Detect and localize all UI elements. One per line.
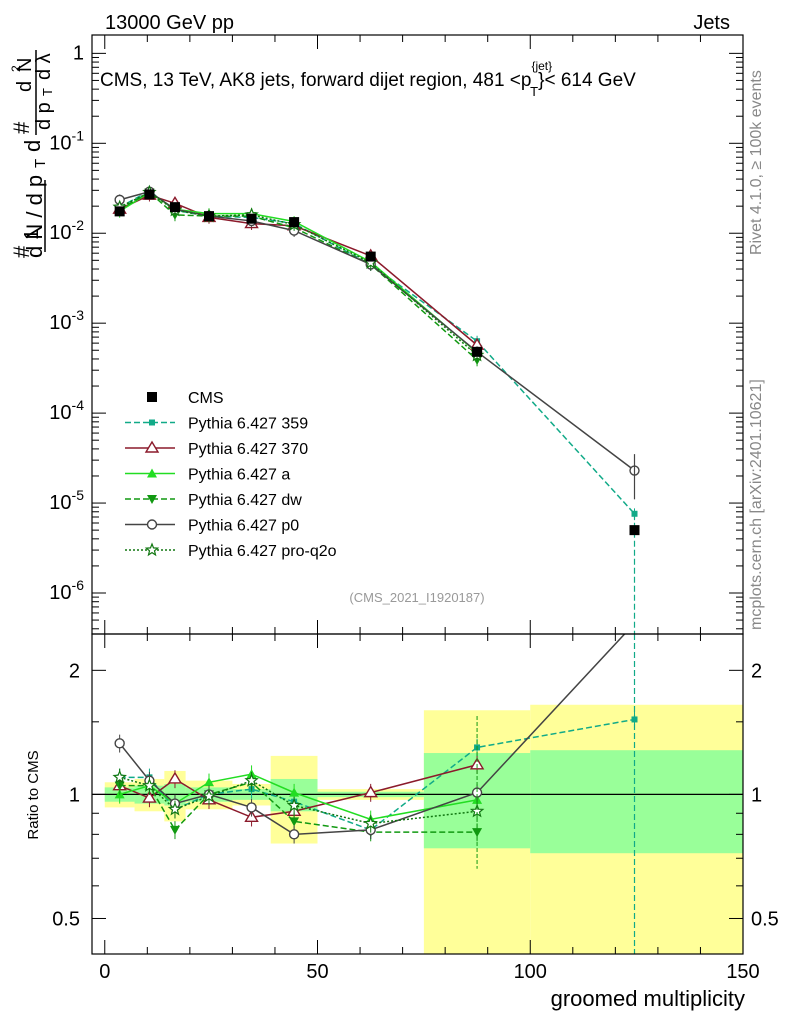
ratio-point-pythia-6-427-pro-q2o [167,801,183,816]
ratio-point-pythia-6-427-pro-q2o [244,772,259,787]
main-series-group [112,184,640,634]
ratio-point-pythia-6-427-pro-q2o [142,778,157,792]
rivet-label: Rivet 4.1.0, ≥ 100k events [748,70,765,255]
main-point-cms [144,189,155,200]
ratio-frame [91,633,744,955]
ratio-ytick-label: 1 [69,784,80,806]
mcplots-label: mcplots.cern.ch [arXiv:2401.10621] [748,379,765,630]
legend-marker [147,495,157,504]
main-title: CMS, 13 TeV, AK8 jets, forward dijet reg… [100,59,636,99]
ratio-point-pythia-6-427-dw [289,817,300,827]
legend-item: Pythia 6.427 359 [125,416,308,433]
ratio-point-pythia-6-427-a [289,787,300,797]
main-point-cms [629,525,640,536]
main-point-cms [204,211,215,222]
legend-marker [144,542,160,557]
ratio-band-green [530,750,743,854]
data-source-label: (CMS_2021_I1920187) [349,590,484,605]
svg-text:N: N [14,58,36,72]
svg-text:T: T [32,159,49,168]
legend-item: Pythia 6.427 pro-q2o [125,542,337,560]
main-ytick-label: 10-2 [49,217,84,244]
x-tick-label: 100 [514,961,547,983]
legend: CMS Pythia 6.427 359 Pythia 6.427 370 Pythi… [125,390,337,560]
ratio-series-group [92,634,743,954]
ratio-point-pythia-6-427-p0 [114,738,125,749]
svg-text:T: T [40,88,55,96]
ratio-point-pythia-6-427-p0 [288,829,300,840]
ratio-line-pythia-6-427-370 [119,764,478,819]
legend-item: Pythia 6.427 370 [125,440,308,458]
legend-item: Pythia 6.427 a [125,467,290,484]
ratio-ytick-label: 2 [69,660,80,682]
ratio-point-pythia-6-427-a [204,777,215,787]
x-axis-label: groomed multiplicity [551,986,745,1011]
legend-marker [144,440,160,453]
ratio-point-pythia-6-427-pro-q2o [363,815,378,830]
main-panel: 10-6 10-5 10-4 10-3 10-2 10-1 1 [49,35,744,634]
ratio-line-pythia-6-427-pro-q2o [119,776,478,825]
legend-item: CMS [147,390,224,407]
main-ytick-label: 10-1 [49,127,84,154]
main-ytick-label: 1 [73,42,84,64]
svg-text:d: d [20,140,45,152]
ratio-point-pythia-6-427-p0 [246,802,257,813]
main-ylabel: # 1 d N / d p T # d d 2 N d p T d λ [9,50,55,258]
main-point-cms [169,202,180,213]
main-point-cms [114,206,125,217]
svg-text:d λ: d λ [33,53,55,80]
legend-item: Pythia 6.427 dw [125,492,302,509]
legend-label: CMS [188,390,224,407]
main-ytick-label: 10-3 [49,307,84,334]
svg-text:#: # [9,245,34,258]
svg-text:#: # [9,121,34,134]
legend-item: Pythia 6.427 p0 [125,518,299,535]
x-tick-label: 50 [306,961,328,983]
ratio-ytick-label-right: 0.5 [751,908,779,930]
ratio-point-pythia-6-427-pro-q2o [286,797,302,812]
main-ytick-label: 10-6 [49,577,84,604]
legend-label: Pythia 6.427 pro-q2o [188,543,337,560]
svg-text:d N / d p: d N / d p [22,175,47,258]
header-left: 13000 GeV pp [105,12,234,34]
legend-marker [147,468,157,478]
ratio-ylabel: Ratio to CMS [25,750,42,839]
main-point-cms [289,217,300,228]
legend-marker [146,519,158,530]
main-point-cms [246,213,257,224]
main-point-cms [365,251,376,262]
legend-label: Pythia 6.427 370 [188,441,308,458]
ratio-ytick-label-right: 2 [751,660,762,682]
main-line-pythia-6-427-pro-q2o [119,191,478,356]
legend-label: Pythia 6.427 dw [188,492,302,509]
ratio-point-pythia-6-427-pro-q2o [112,769,127,784]
svg-text:d p: d p [33,102,55,130]
ratio-point-pythia-6-427-370 [469,757,485,770]
x-tick-label: 0 [99,961,110,983]
ratio-point-pythia-6-427-370 [167,771,183,784]
svg-text:d: d [14,81,36,92]
main-ytick-label: 10-4 [49,397,84,424]
legend-label: Pythia 6.427 359 [188,416,308,433]
legend-label: Pythia 6.427 a [188,467,290,484]
ratio-point-pythia-6-427-370 [142,790,157,803]
legend-marker [149,419,155,426]
header-right: Jets [693,12,730,34]
legend-marker [147,392,157,402]
ratio-ytick-label-right: 1 [751,784,762,806]
main-point-cms [472,346,483,357]
main-line-pythia-6-427-359 [119,190,636,515]
ratio-panel: 0.5 0.5 1 1 2 2 0 50 100 150 [52,634,779,983]
main-ytick-label: 10-5 [49,487,84,514]
legend-label: Pythia 6.427 p0 [188,518,299,535]
x-tick-label: 150 [726,961,759,983]
ratio-point-pythia-6-427-370 [363,785,378,798]
ratio-line-pythia-6-427-dw [119,781,478,833]
ratio-point-pythia-6-427-pro-q2o [201,788,217,803]
svg-text:1: 1 [21,229,43,240]
ratio-ytick-label: 0.5 [52,908,80,930]
svg-text:2: 2 [9,65,23,72]
ratio-point-pythia-6-427-dw [169,825,180,835]
